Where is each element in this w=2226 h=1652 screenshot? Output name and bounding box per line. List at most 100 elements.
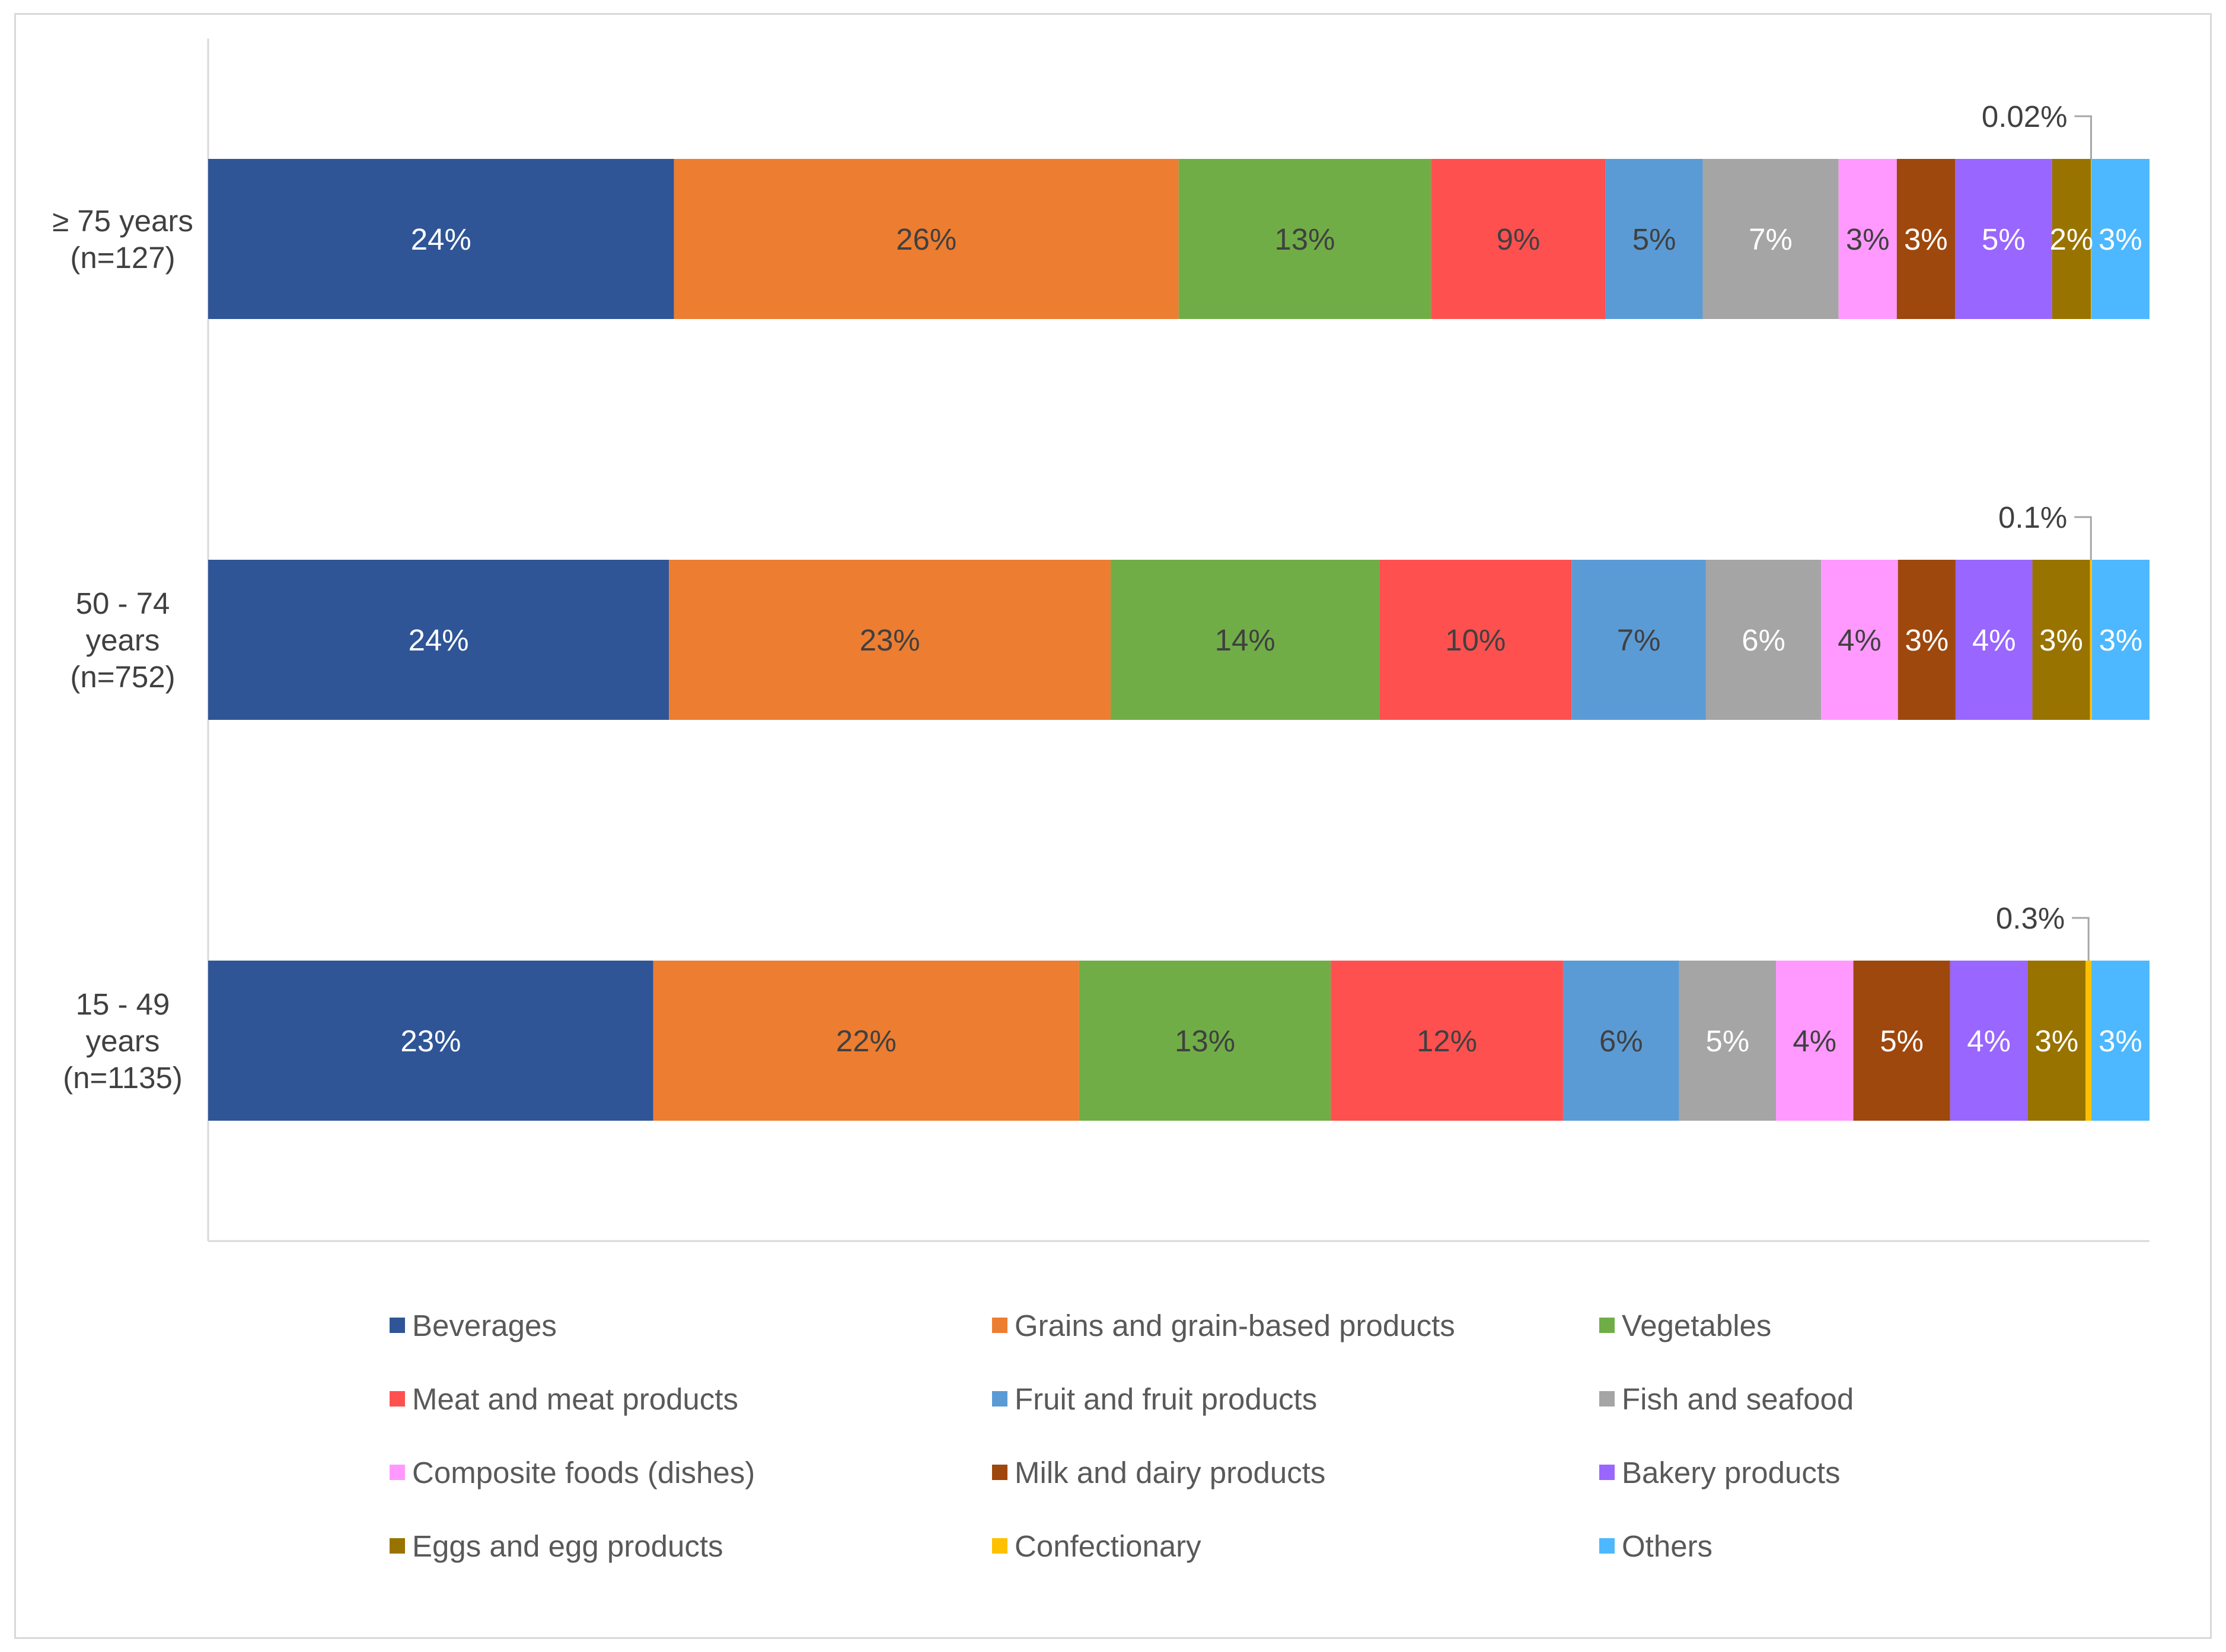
bar-segment <box>1776 961 1854 1121</box>
data-label: 9% <box>1497 222 1541 256</box>
legend-item: Beverages <box>390 1307 557 1343</box>
data-label: 5% <box>1982 222 2026 256</box>
legend-label: Grains and grain-based products <box>1015 1308 1455 1342</box>
callout-leader-line <box>2074 115 2092 159</box>
data-label: 14% <box>1215 623 1275 657</box>
legend-item: Composite foods (dishes) <box>390 1455 755 1490</box>
legend-item: Fish and seafood <box>1599 1381 1854 1417</box>
data-label: 3% <box>2034 1024 2078 1058</box>
bar-segment <box>674 159 1179 319</box>
data-label: 5% <box>1706 1024 1750 1058</box>
legend-item: Fruit and fruit products <box>992 1381 1317 1417</box>
data-label: 0.1% <box>1998 500 2067 534</box>
bar-segment <box>1178 159 1431 319</box>
bar-segment <box>1950 961 2028 1121</box>
legend-item: Confectionary <box>992 1528 1201 1564</box>
data-label: 3% <box>2039 623 2083 657</box>
data-label: 3% <box>2099 222 2142 256</box>
legend-swatch <box>992 1391 1007 1407</box>
legend-label: Beverages <box>412 1308 557 1342</box>
category-label: 50 - 74 years (n=752) <box>70 586 175 694</box>
bar-segment <box>653 961 1079 1121</box>
bar-segment <box>208 560 669 720</box>
data-label: 23% <box>400 1024 461 1058</box>
data-label: 10% <box>1445 623 1506 657</box>
data-label: 6% <box>1742 623 1785 657</box>
data-label: 4% <box>1967 1024 2011 1058</box>
legend-label: Meat and meat products <box>412 1382 738 1416</box>
segment-labels: 24% 26% 13% 9% 5% 7% 3% 3% 5% 2% 3%24% 23% 14% 10% 7% 6… <box>400 222 2142 1058</box>
data-label: 3% <box>1904 222 1948 256</box>
bar-segment <box>1562 961 1679 1121</box>
legend-item: Vegetables <box>1599 1307 1771 1343</box>
legend-swatch <box>390 1465 405 1480</box>
bar-segment <box>1896 159 1956 319</box>
bar-segment <box>2052 159 2091 319</box>
legend-item: Eggs and egg products <box>390 1528 723 1564</box>
bar-segment <box>1079 961 1331 1121</box>
legend-label: Fruit and fruit products <box>1015 1382 1318 1416</box>
bar-segment <box>1571 560 1706 720</box>
legend-label: Milk and dairy products <box>1015 1455 1326 1490</box>
data-label: 3% <box>2099 1024 2142 1058</box>
legend-item: Meat and meat products <box>390 1381 738 1417</box>
callout-labels: 0.02% 0.1% 0.3% <box>1982 100 2092 961</box>
legend-item: Milk and dairy products <box>992 1455 1325 1490</box>
bar-segment <box>1838 159 1897 319</box>
legend-swatch <box>1599 1538 1615 1554</box>
legend-label: Eggs and egg products <box>412 1529 723 1563</box>
legend-item: Bakery products <box>1599 1455 1841 1490</box>
legend-label: Others <box>1622 1529 1713 1563</box>
legend-item: Grains and grain-based products <box>992 1307 1455 1343</box>
legend-swatch <box>1599 1465 1615 1480</box>
legend-label: Bakery products <box>1622 1455 1841 1490</box>
data-label: 0.3% <box>1996 901 2065 935</box>
data-label: 4% <box>1972 623 2016 657</box>
data-label: 26% <box>896 222 956 256</box>
bar-segment <box>1955 159 2052 319</box>
bar-segment <box>1379 560 1572 720</box>
data-label: 3% <box>2099 623 2143 657</box>
data-label: 12% <box>1417 1024 1477 1058</box>
data-label: 0.02% <box>1982 100 2068 133</box>
legend-label: Confectionary <box>1015 1529 1201 1563</box>
bar-segment <box>1897 560 1956 720</box>
legend-swatch <box>992 1465 1007 1480</box>
bar-segment <box>1431 159 1606 319</box>
bar-segment <box>1331 961 1563 1121</box>
data-label: 22% <box>836 1024 897 1058</box>
legend-swatch <box>1599 1318 1615 1333</box>
category-label: ≥ 75 years (n=127) <box>52 204 193 275</box>
callout-leader-line <box>2072 917 2090 961</box>
bar-segment <box>1955 560 2033 720</box>
bar-segment <box>208 159 674 319</box>
bar-segment <box>208 961 653 1121</box>
legend-swatch <box>1599 1391 1615 1407</box>
legend-swatch <box>992 1538 1007 1554</box>
data-label: 7% <box>1749 222 1793 256</box>
bar-segment <box>1111 560 1380 720</box>
chart-frame: 24% 26% 13% 9% 5% 7% 3% 3% 5% 2% 3% 24% 23% 14% 10% 7% 6… <box>14 13 2212 1639</box>
legend-item: Others <box>1599 1528 1712 1564</box>
data-label: 4% <box>1838 623 1881 657</box>
legend-swatch <box>390 1538 405 1554</box>
data-label: 24% <box>409 623 469 657</box>
legend-swatch <box>992 1318 1007 1333</box>
bar-segment <box>1853 961 1950 1121</box>
data-label: 4% <box>1793 1024 1836 1058</box>
data-label: 3% <box>1905 623 1948 657</box>
data-label: 13% <box>1274 222 1335 256</box>
bar-segment <box>669 560 1111 720</box>
legend-swatch <box>390 1391 405 1407</box>
bar-segment <box>1679 961 1777 1121</box>
bar-segment <box>2091 961 2150 1121</box>
bar-segment <box>1705 560 1822 720</box>
data-label: 6% <box>1599 1024 1643 1058</box>
legend-label: Fish and seafood <box>1622 1382 1854 1416</box>
data-label: 23% <box>860 623 920 657</box>
category-labels: ≥ 75 years (n=127) 50 - 74 years (n=752) 15 -… <box>52 204 193 1095</box>
callout-leader-line <box>2074 516 2092 560</box>
data-label: 5% <box>1632 222 1676 256</box>
data-label: 24% <box>411 222 471 256</box>
data-label: 13% <box>1175 1024 1235 1058</box>
